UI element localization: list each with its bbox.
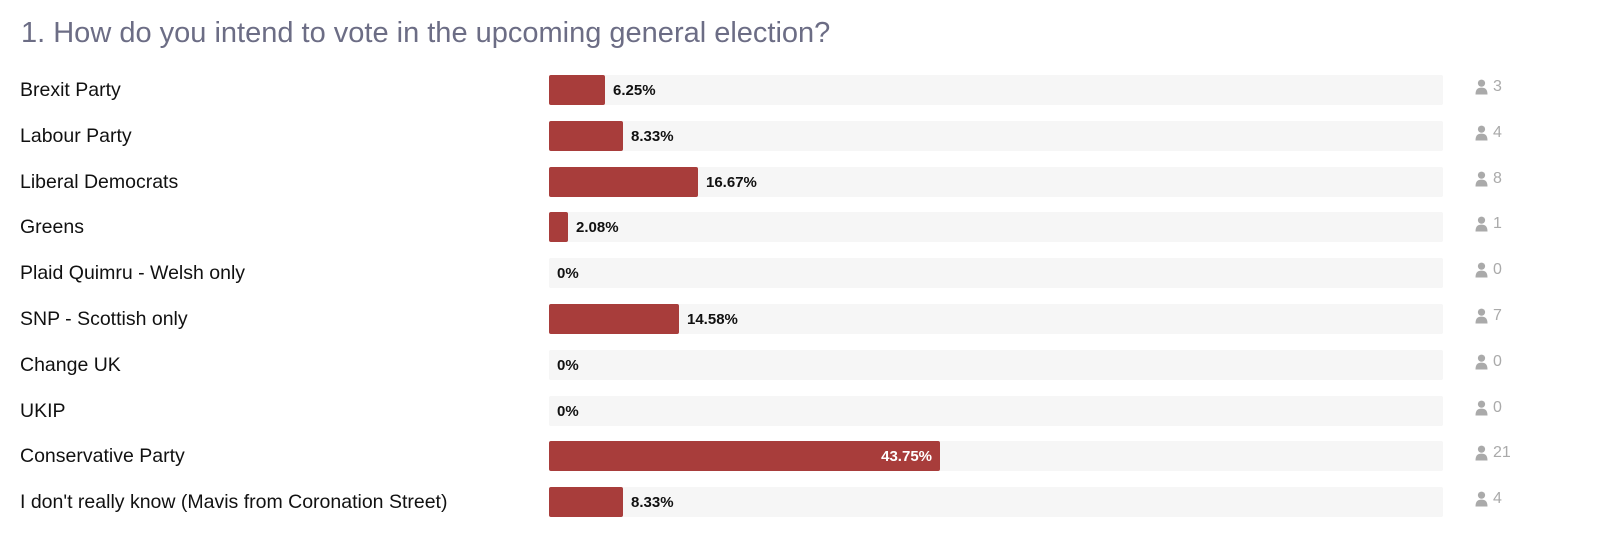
result-row-i-don-t-really-know-mavis-from-coronation-street: I don't really know (Mavis from Coronati… bbox=[0, 485, 1600, 531]
option-label: Conservative Party bbox=[20, 445, 185, 468]
bar-track: 0% bbox=[549, 395, 1443, 426]
percentage-label: 0% bbox=[557, 402, 579, 420]
user-icon bbox=[1475, 491, 1488, 507]
respondent-count-value: 4 bbox=[1493, 123, 1502, 141]
option-label: UKIP bbox=[20, 399, 66, 422]
user-icon bbox=[1475, 445, 1488, 461]
question-title: 1. How do you intend to vote in the upco… bbox=[21, 17, 831, 49]
bar-track: 43.75% bbox=[549, 441, 1443, 472]
result-row-snp-scottish-only: SNP - Scottish only 14.58% 7 bbox=[0, 302, 1600, 348]
respondent-count: 7 bbox=[1475, 307, 1502, 325]
respondent-count-value: 7 bbox=[1493, 306, 1502, 324]
user-icon bbox=[1475, 262, 1488, 278]
user-icon bbox=[1475, 79, 1488, 95]
bar-fill bbox=[549, 166, 698, 197]
respondent-count: 4 bbox=[1475, 490, 1502, 508]
result-row-brexit-party: Brexit Party 6.25% 3 bbox=[0, 73, 1600, 119]
user-icon bbox=[1475, 400, 1488, 416]
result-row-greens: Greens 2.08% 1 bbox=[0, 210, 1600, 256]
percentage-label: 16.67% bbox=[706, 173, 757, 191]
user-icon bbox=[1475, 171, 1488, 187]
percentage-label: 0% bbox=[557, 265, 579, 283]
respondent-count-value: 8 bbox=[1493, 169, 1502, 187]
user-icon bbox=[1475, 125, 1488, 141]
option-label: Brexit Party bbox=[20, 79, 121, 101]
results-chart: Brexit Party 6.25% 3 Labour Party 8.33% 4 Libe… bbox=[0, 73, 1600, 531]
result-row-change-uk: Change UK 0% 0 bbox=[0, 348, 1600, 394]
result-row-labour-party: Labour Party 8.33% 4 bbox=[0, 119, 1600, 165]
percentage-label: 14.58% bbox=[687, 310, 738, 328]
bar-fill bbox=[549, 212, 568, 243]
result-row-plaid-quimru-welsh-only: Plaid Quimru - Welsh only 0% 0 bbox=[0, 256, 1600, 302]
respondent-count: 3 bbox=[1475, 78, 1502, 96]
option-label: Liberal Democrats bbox=[20, 170, 179, 193]
respondent-count-value: 3 bbox=[1493, 78, 1502, 95]
bar-fill bbox=[549, 303, 679, 334]
bar-track: 8.33% bbox=[549, 487, 1443, 518]
percentage-label: 2.08% bbox=[576, 219, 619, 237]
respondent-count-value: 0 bbox=[1493, 261, 1502, 279]
respondent-count: 0 bbox=[1475, 353, 1502, 371]
result-row-liberal-democrats: Liberal Democrats 16.67% 8 bbox=[0, 165, 1600, 211]
percentage-label: 8.33% bbox=[631, 127, 674, 145]
bar-fill bbox=[549, 75, 605, 105]
bar-fill bbox=[549, 487, 623, 518]
result-row-conservative-party: Conservative Party 43.75% 21 bbox=[0, 439, 1600, 485]
bar-track: 0% bbox=[549, 349, 1443, 380]
percentage-label: 43.75% bbox=[881, 448, 932, 466]
respondent-count: 0 bbox=[1475, 399, 1502, 417]
respondent-count: 0 bbox=[1475, 261, 1502, 279]
user-icon bbox=[1475, 354, 1488, 370]
respondent-count: 8 bbox=[1475, 170, 1502, 188]
option-label: Change UK bbox=[20, 353, 121, 376]
option-label: SNP - Scottish only bbox=[20, 307, 188, 330]
respondent-count-value: 4 bbox=[1493, 490, 1502, 508]
option-label: Plaid Quimru - Welsh only bbox=[20, 262, 246, 285]
bar-track: 2.08% bbox=[549, 212, 1443, 243]
percentage-label: 8.33% bbox=[631, 494, 674, 512]
percentage-label: 6.25% bbox=[613, 82, 656, 99]
option-label: Labour Party bbox=[20, 124, 132, 147]
respondent-count-value: 0 bbox=[1493, 398, 1502, 416]
result-row-ukip: UKIP 0% 0 bbox=[0, 394, 1600, 440]
bar-track: 14.58% bbox=[549, 303, 1443, 334]
respondent-count-value: 21 bbox=[1493, 444, 1511, 462]
bar-track: 0% bbox=[549, 258, 1443, 289]
respondent-count: 4 bbox=[1475, 124, 1502, 142]
respondent-count: 21 bbox=[1475, 444, 1511, 462]
user-icon bbox=[1475, 216, 1488, 232]
option-label: I don't really know (Mavis from Coronati… bbox=[20, 491, 448, 514]
bar-track: 8.33% bbox=[549, 120, 1443, 151]
bar-track: 16.67% bbox=[549, 166, 1443, 197]
respondent-count-value: 1 bbox=[1493, 215, 1502, 233]
respondent-count-value: 0 bbox=[1493, 352, 1502, 370]
bar-fill bbox=[549, 120, 623, 151]
user-icon bbox=[1475, 308, 1488, 324]
bar-track: 6.25% bbox=[549, 75, 1443, 105]
respondent-count: 1 bbox=[1475, 215, 1502, 233]
option-label: Greens bbox=[20, 216, 84, 239]
bar-fill bbox=[549, 441, 940, 472]
percentage-label: 0% bbox=[557, 356, 579, 374]
